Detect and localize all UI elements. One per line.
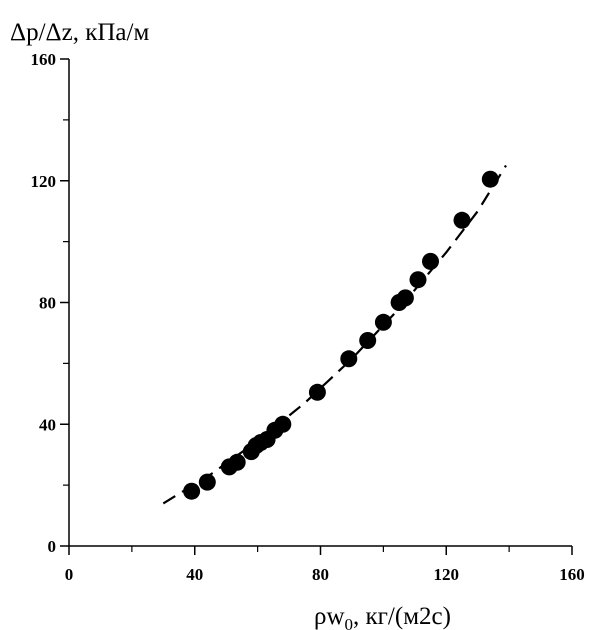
x-axis-label: ρw0, кг/(м2с) xyxy=(314,603,451,630)
data-point xyxy=(453,211,471,229)
y-tick-label: 160 xyxy=(31,50,57,69)
data-point xyxy=(481,170,499,188)
x-tick-label: 80 xyxy=(312,565,329,584)
y-axis-label: Δp/Δz, кПа/м xyxy=(10,19,149,46)
data-point xyxy=(183,482,201,500)
x-axis-label-main: ρw xyxy=(314,603,345,630)
data-point xyxy=(396,289,414,307)
y-tick-label: 40 xyxy=(39,415,56,434)
x-tick-label: 120 xyxy=(434,565,460,584)
y-tick-label: 80 xyxy=(39,294,56,313)
data-point xyxy=(198,473,216,491)
y-tick-label: 0 xyxy=(48,537,57,556)
data-point xyxy=(374,313,392,331)
data-point xyxy=(409,271,427,289)
data-point xyxy=(308,383,326,401)
x-axis-label-sub: 0 xyxy=(345,615,354,630)
x-tick-label: 0 xyxy=(65,565,74,584)
x-tick-label: 160 xyxy=(559,565,585,584)
data-point xyxy=(228,453,246,471)
data-point xyxy=(274,415,292,433)
y-tick-label: 120 xyxy=(31,172,57,191)
data-point xyxy=(359,332,377,349)
data-point xyxy=(422,252,439,270)
data-point xyxy=(340,350,358,368)
x-tick-label: 40 xyxy=(186,565,203,584)
axes: 0 40 80 120 160 0 40 80 120 160 xyxy=(31,50,585,584)
data-points xyxy=(183,170,499,500)
x-axis-label-rest: , кг/(м2с) xyxy=(353,603,451,630)
